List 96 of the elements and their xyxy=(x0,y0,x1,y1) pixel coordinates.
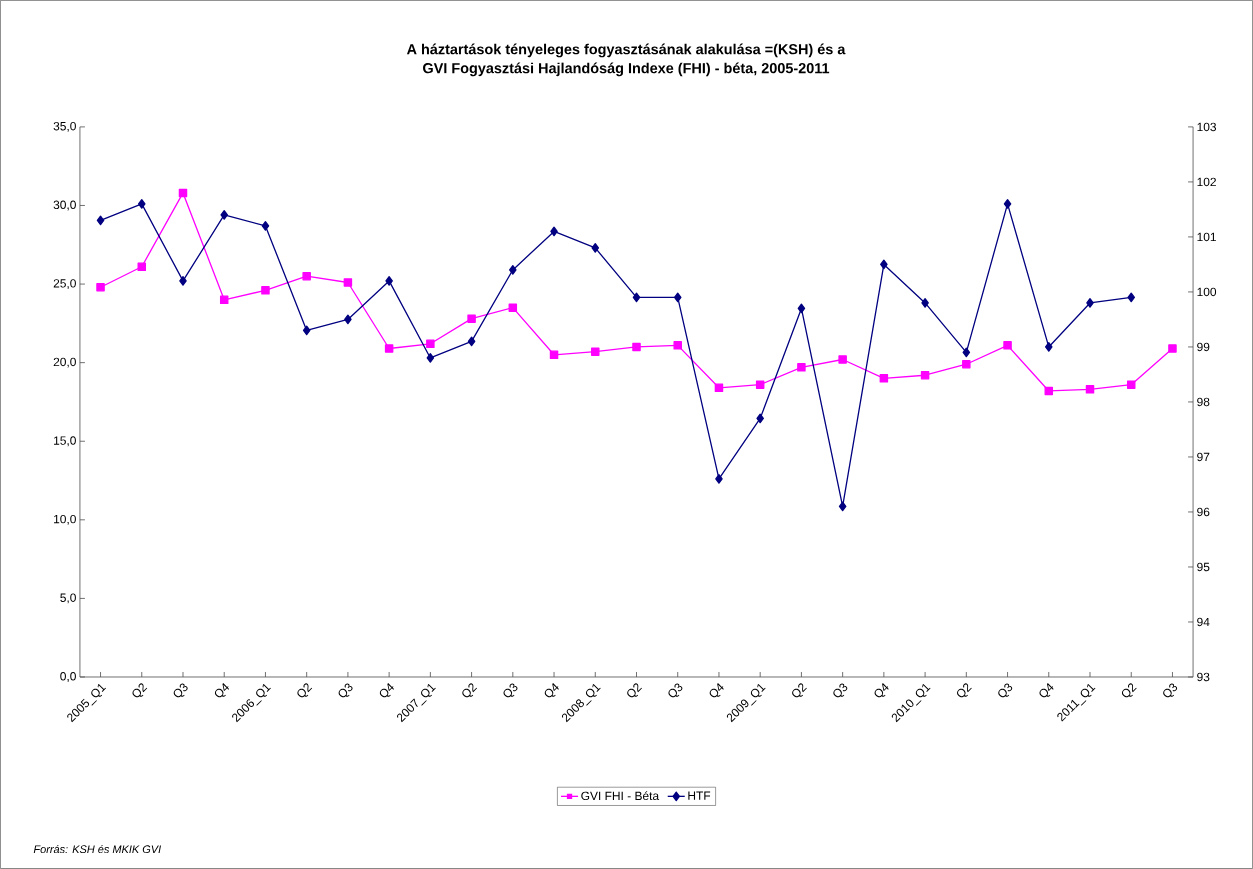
point xyxy=(343,278,353,287)
point xyxy=(96,282,105,292)
point xyxy=(261,221,270,231)
point xyxy=(219,295,229,305)
y2-tick-label: 99 xyxy=(1197,342,1210,352)
x-tick-label: Q4 xyxy=(544,683,559,698)
point xyxy=(1086,298,1094,308)
point xyxy=(426,339,435,349)
x-tick-label: Q4 xyxy=(709,683,724,698)
point xyxy=(384,344,394,353)
x-tick-label: Q2 xyxy=(297,683,313,698)
point xyxy=(385,276,393,286)
point xyxy=(755,380,765,389)
x-tick-label: Q3 xyxy=(833,683,848,698)
x-tick-label: Q3 xyxy=(503,683,518,698)
x-tick-label: Q2 xyxy=(132,683,148,698)
y2-tick-label: 94 xyxy=(1197,617,1210,627)
point xyxy=(137,199,146,209)
y2-tick-label: 100 xyxy=(1197,287,1217,297)
x-tick-label: Q3 xyxy=(668,683,683,698)
y2-tick-label: 101 xyxy=(1197,232,1216,242)
y-tick-label: 0,0 xyxy=(60,672,76,682)
point xyxy=(632,292,641,303)
y2-tick-label: 97 xyxy=(1197,452,1210,462)
point xyxy=(1044,342,1053,352)
x-tick-label: Q4 xyxy=(214,683,230,698)
point xyxy=(715,474,723,484)
point xyxy=(426,353,435,363)
y2-tick-label: 98 xyxy=(1197,397,1210,407)
point xyxy=(178,188,188,198)
point xyxy=(467,336,476,347)
point xyxy=(962,360,971,369)
point xyxy=(921,298,929,308)
y2-tick-label: 103 xyxy=(1197,122,1217,132)
point xyxy=(220,210,229,220)
point xyxy=(509,265,517,275)
point xyxy=(261,286,270,295)
point xyxy=(920,371,930,380)
point xyxy=(302,271,311,281)
x-tick-label: Q2 xyxy=(1121,683,1137,698)
y-tick-label: 30,0 xyxy=(53,200,76,211)
y-tick-label: 35,0 xyxy=(53,122,76,132)
point xyxy=(673,292,682,303)
legend-label: HTF xyxy=(688,791,711,800)
x-tick-label: Q3 xyxy=(173,683,188,698)
y-tick-label: 20,0 xyxy=(53,357,76,368)
point xyxy=(797,303,806,314)
y2-tick-label: 96 xyxy=(1197,507,1210,517)
point xyxy=(344,314,352,325)
y2-tick-label: 93 xyxy=(1197,672,1210,682)
y-tick-label: 25,0 xyxy=(53,279,76,290)
point xyxy=(1127,292,1136,303)
y-tick-label: 15,0 xyxy=(54,436,76,447)
point xyxy=(591,347,600,356)
point xyxy=(714,383,724,393)
point xyxy=(96,215,105,226)
x-tick-label: Q4 xyxy=(874,683,889,698)
point xyxy=(1085,385,1095,394)
point xyxy=(838,501,847,512)
y2-tick-label: 95 xyxy=(1197,562,1210,572)
x-tick-label: Q2 xyxy=(627,683,642,698)
y-tick-label: 10,0 xyxy=(54,514,76,525)
x-tick-label: Q2 xyxy=(956,683,972,698)
point xyxy=(797,363,806,372)
point xyxy=(756,413,764,424)
point xyxy=(632,342,641,352)
point xyxy=(302,325,311,336)
legend-label: GVI FHI - Béta xyxy=(581,791,660,801)
x-tick-label: Q2 xyxy=(462,683,478,698)
point xyxy=(508,303,518,312)
point xyxy=(962,347,971,358)
point xyxy=(591,243,600,253)
point xyxy=(137,262,147,272)
point xyxy=(879,374,889,383)
point xyxy=(1003,341,1012,350)
text: Forrás: KSH és MKIK GVI xyxy=(33,844,161,854)
point xyxy=(549,350,559,360)
x-tick-label: Q3 xyxy=(338,683,353,698)
point xyxy=(1126,380,1136,389)
point xyxy=(467,314,476,323)
x-tick-label: Q2 xyxy=(792,683,807,698)
chart-title: A háztartások tényeleges fogyasztásának alakulása =(KSH) és a GVI Fogyasztási Hajlandóság Indexe (FHI) - béta, 2005-2011 xyxy=(406,43,846,77)
point xyxy=(673,341,682,350)
point xyxy=(550,226,558,237)
point xyxy=(1168,344,1177,353)
point xyxy=(1003,199,1012,209)
x-tick-label: Q4 xyxy=(379,683,394,698)
point xyxy=(838,355,847,364)
y-tick-label: 5,0 xyxy=(60,593,76,604)
y2-tick-label: 102 xyxy=(1197,177,1216,187)
x-tick-label: Q3 xyxy=(998,683,1013,698)
point xyxy=(880,259,888,270)
x-tick-label: Q3 xyxy=(1163,683,1178,698)
point xyxy=(1044,386,1054,396)
x-tick-label: Q4 xyxy=(1039,683,1054,698)
point xyxy=(179,276,187,286)
